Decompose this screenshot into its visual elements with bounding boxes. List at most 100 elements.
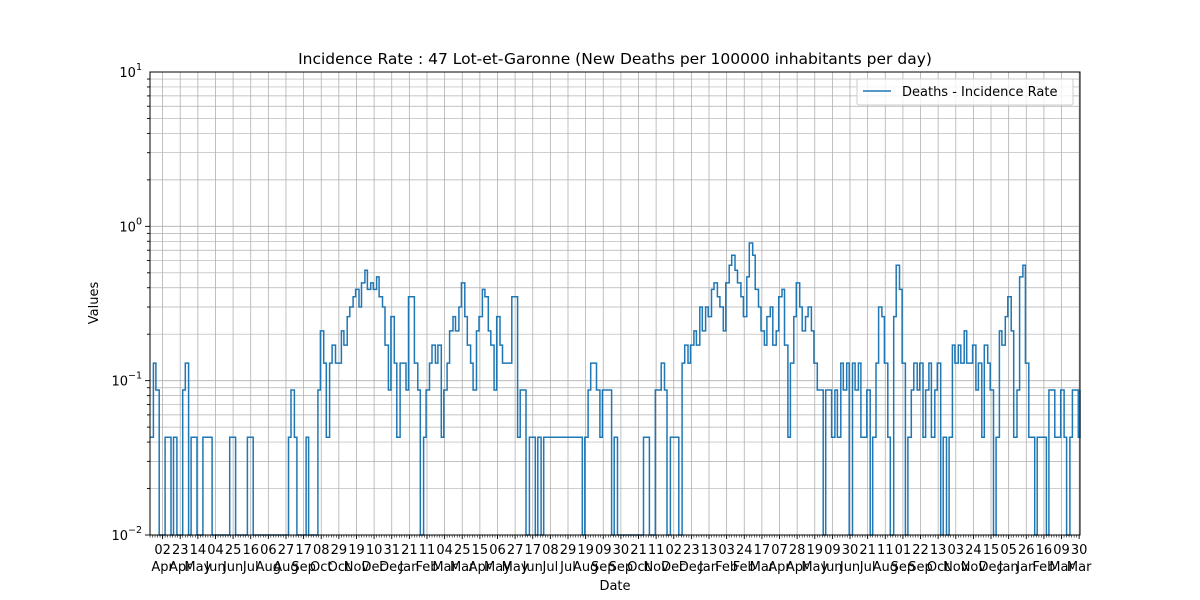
x-tick-day-label: 25 bbox=[225, 543, 242, 558]
x-tick-month-label: Aug bbox=[273, 560, 298, 575]
x-tick-day-label: 03 bbox=[718, 543, 735, 558]
x-tick-month-label: Jun bbox=[839, 560, 860, 575]
x-tick-day-label: 23 bbox=[172, 543, 189, 558]
x-tick-day-label: 16 bbox=[242, 543, 259, 558]
x-tick-day-label: 21 bbox=[401, 543, 418, 558]
x-tick-day-label: 31 bbox=[383, 543, 400, 558]
x-tick-month-label: Jul bbox=[542, 560, 559, 575]
x-tick-day-label: 09 bbox=[595, 543, 612, 558]
x-tick-day-label: 25 bbox=[454, 543, 471, 558]
x-tick-day-label: 03 bbox=[948, 543, 965, 558]
x-tick-month-label: Jul bbox=[242, 560, 259, 575]
x-tick-month-label: May bbox=[502, 560, 529, 575]
x-tick-day-label: 11 bbox=[648, 543, 665, 558]
x-tick-day-label: 27 bbox=[507, 543, 524, 558]
series-line-0 bbox=[150, 242, 1081, 536]
x-tick-month-label: Jan bbox=[1015, 560, 1036, 575]
x-tick-month-label: Jan bbox=[398, 560, 419, 575]
x-tick-month-label: Mar bbox=[450, 560, 475, 575]
x-tick-month-label: Jun bbox=[522, 560, 543, 575]
x-tick-day-label: 05 bbox=[1000, 543, 1017, 558]
x-tick-month-label: Sep bbox=[291, 560, 316, 575]
x-tick-day-label: 07 bbox=[771, 543, 788, 558]
x-tick-month-label: Feb bbox=[715, 560, 738, 575]
legend-label: Deaths - Incidence Rate bbox=[902, 85, 1057, 100]
y-tick-label: 10−2 bbox=[111, 525, 142, 544]
x-tick-month-label: Dec bbox=[679, 560, 704, 575]
x-tick-day-label: 13 bbox=[930, 543, 947, 558]
x-tick-month-label: May bbox=[801, 560, 828, 575]
x-tick-day-label: 11 bbox=[877, 543, 894, 558]
x-tick-month-label: Aug bbox=[256, 560, 281, 575]
x-tick-month-label: Sep bbox=[591, 560, 616, 575]
x-tick-month-label: Apr bbox=[768, 560, 791, 575]
x-tick-month-label: Sep bbox=[908, 560, 933, 575]
y-tick-label: 100 bbox=[119, 216, 142, 235]
x-tick-day-label: 30 bbox=[613, 543, 630, 558]
x-tick-day-label: 02 bbox=[665, 543, 682, 558]
x-tick-day-label: 10 bbox=[366, 543, 383, 558]
x-tick-month-label: Feb bbox=[733, 560, 756, 575]
x-tick-day-label: 04 bbox=[436, 543, 453, 558]
x-tick-day-label: 15 bbox=[472, 543, 489, 558]
x-tick-day-label: 29 bbox=[560, 543, 577, 558]
grid bbox=[150, 72, 1080, 536]
x-tick-day-label: 17 bbox=[295, 543, 312, 558]
x-tick-day-label: 09 bbox=[824, 543, 841, 558]
x-tick-month-label: Apr bbox=[469, 560, 492, 575]
x-tick-day-label: 01 bbox=[895, 543, 912, 558]
y-tick-label: 101 bbox=[119, 62, 142, 81]
x-tick-month-label: Oct bbox=[328, 560, 350, 575]
x-tick-day-label: 08 bbox=[313, 543, 330, 558]
x-tick-month-label: Nov bbox=[961, 560, 987, 575]
x-tick-month-label: Jun bbox=[821, 560, 842, 575]
x-tick-month-label: Dec bbox=[978, 560, 1003, 575]
x-tick-month-label: Sep bbox=[609, 560, 634, 575]
legend: Deaths - Incidence Rate bbox=[856, 78, 1074, 106]
x-tick-month-label: Jan bbox=[698, 560, 719, 575]
x-tick-month-label: Jan bbox=[998, 560, 1019, 575]
x-tick-month-label: Jun bbox=[222, 560, 243, 575]
x-tick-month-label: Nov bbox=[344, 560, 370, 575]
plot-frame bbox=[149, 71, 1081, 536]
x-tick-day-label: 21 bbox=[630, 543, 647, 558]
x-tick-day-label: 19 bbox=[348, 543, 365, 558]
x-tick-day-label: 24 bbox=[965, 543, 982, 558]
x-tick-day-label: 23 bbox=[683, 543, 700, 558]
x-tick-month-label: Apr bbox=[151, 560, 174, 575]
x-tick-month-label: Dec bbox=[362, 560, 387, 575]
x-tick-day-label: 19 bbox=[806, 543, 823, 558]
x-tick-day-label: 17 bbox=[524, 543, 541, 558]
x-tick-day-label: 06 bbox=[260, 543, 277, 558]
x-tick-month-label: Oct bbox=[310, 560, 332, 575]
x-tick-day-label: 06 bbox=[489, 543, 506, 558]
x-tick-day-label: 16 bbox=[1036, 543, 1053, 558]
x-tick-day-label: 11 bbox=[419, 543, 436, 558]
x-tick-month-label: Jul bbox=[559, 560, 576, 575]
x-tick-day-label: 13 bbox=[701, 543, 718, 558]
x-tick-day-label: 26 bbox=[1018, 543, 1035, 558]
x-tick-month-label: Mar bbox=[432, 560, 457, 575]
x-tick-day-label: 08 bbox=[542, 543, 559, 558]
x-tick-month-label: Mar bbox=[750, 560, 775, 575]
y-axis-ticks: 10−2 10−1 100 101 bbox=[111, 62, 150, 544]
x-tick-month-label: Dec bbox=[379, 560, 404, 575]
legend-box bbox=[856, 78, 1074, 106]
y-tick-label: 10−1 bbox=[111, 371, 142, 390]
data-series bbox=[150, 242, 1081, 536]
x-tick-day-label: 17 bbox=[754, 543, 771, 558]
x-tick-day-label: 30 bbox=[842, 543, 859, 558]
x-tick-day-label: 21 bbox=[859, 543, 876, 558]
x-tick-day-label: 15 bbox=[983, 543, 1000, 558]
x-tick-month-label: Oct bbox=[627, 560, 649, 575]
y-axis-label: Values bbox=[87, 282, 102, 325]
x-tick-month-label: Nov bbox=[943, 560, 969, 575]
x-tick-day-label: 02 bbox=[154, 543, 171, 558]
chart-title: Incidence Rate : 47 Lot-et-Garonne (New … bbox=[298, 50, 932, 68]
x-tick-day-label: 30 bbox=[1071, 543, 1088, 558]
x-tick-month-label: Aug bbox=[573, 560, 598, 575]
x-tick-month-label: Feb bbox=[1032, 560, 1055, 575]
x-tick-month-label: Oct bbox=[927, 560, 949, 575]
x-tick-day-label: 28 bbox=[789, 543, 806, 558]
